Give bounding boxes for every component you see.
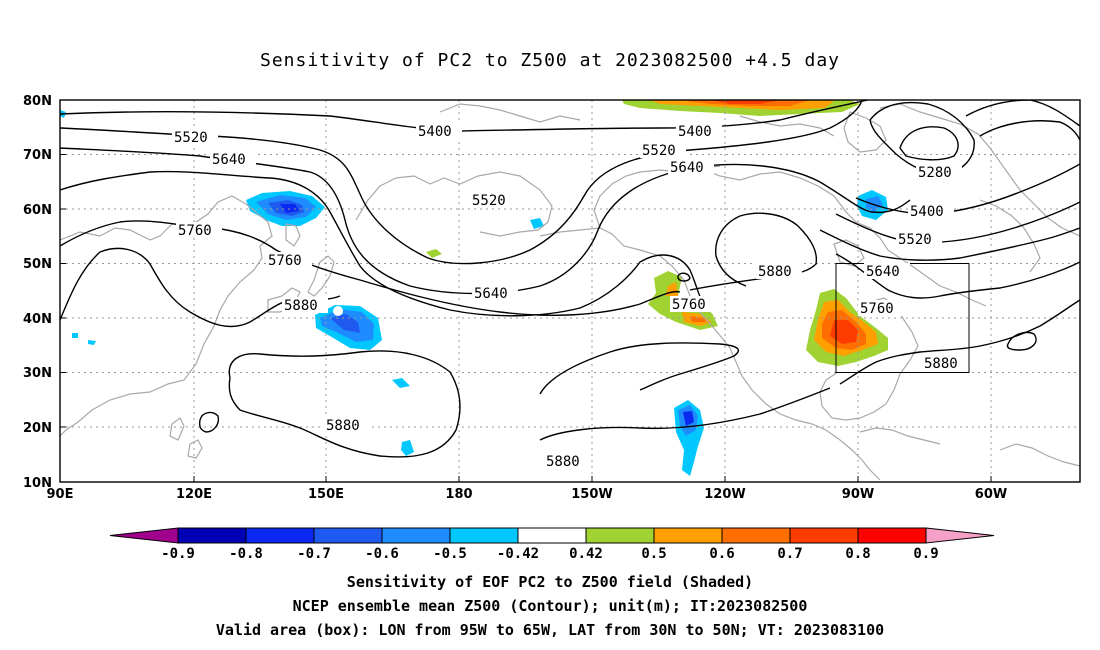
colorbar — [109, 527, 995, 544]
contour-5280 — [869, 101, 975, 175]
lat-label: 10N — [23, 476, 52, 491]
lat-label: 20N — [23, 421, 52, 436]
contour-label: 5640 — [670, 160, 704, 176]
figure-title: Sensitivity of PC2 to Z500 at 2023082500… — [259, 50, 840, 71]
colorbar-segment — [449, 527, 519, 544]
contour-5400-east — [855, 163, 1080, 215]
contour-label: 5760 — [178, 223, 212, 239]
contour-5520 — [60, 100, 863, 265]
contour-label: 5880 — [546, 454, 580, 470]
colorbar-segment — [857, 527, 927, 544]
contour-5880-main — [839, 299, 1080, 385]
colorbar-label: 0.42 — [569, 546, 603, 562]
lat-label: 70N — [23, 148, 52, 163]
colorbar-label: -0.5 — [433, 546, 467, 562]
colorbar-label: 0.6 — [709, 546, 734, 562]
contour-label: 5760 — [860, 301, 894, 317]
lon-label: 120W — [704, 487, 745, 502]
contour-label: 5280 — [918, 165, 952, 181]
contour-5880-south — [539, 387, 831, 441]
map-frame — [59, 99, 1081, 483]
contour-label: 5760 — [672, 297, 706, 313]
caption-line-3: Valid area (box): LON from 95W to 65W, L… — [215, 621, 885, 639]
colorbar-label: 0.7 — [777, 546, 802, 562]
colorbar-segment — [789, 527, 859, 544]
z500-contours — [60, 100, 1080, 458]
colorbar-label: -0.8 — [229, 546, 263, 562]
contour-5760-east — [835, 253, 1080, 299]
colorbar-under-triangle — [109, 527, 179, 544]
caption-line-1: Sensitivity of EOF PC2 to Z500 field (Sh… — [346, 573, 754, 591]
contour-label: 5520 — [174, 130, 208, 146]
colorbar-label: 0.5 — [641, 546, 666, 562]
lat-label: 80N — [23, 94, 52, 109]
colorbar-segment — [721, 527, 791, 544]
lon-label: 150W — [571, 487, 612, 502]
contour-5880-east — [539, 342, 740, 395]
contour-label: 5880 — [284, 298, 318, 314]
colorbar-segment — [177, 527, 247, 544]
colorbar-label: 0.9 — [913, 546, 938, 562]
colorbar-segment — [313, 527, 383, 544]
contour-5640 — [60, 147, 911, 295]
colorbar-segment — [517, 527, 587, 544]
contour-5400 — [60, 100, 869, 132]
colorbar-segment — [381, 527, 451, 544]
contour-label: 5880 — [326, 418, 360, 434]
lat-label: 40N — [23, 312, 52, 327]
colorbar-over-triangle — [925, 527, 995, 544]
lat-label: 30N — [23, 366, 52, 381]
contour-5880-sub — [228, 350, 461, 458]
colorbar-label: -0.42 — [497, 546, 539, 562]
lon-label: 60W — [975, 487, 1007, 502]
caption-line-2: NCEP ensemble mean Z500 (Contour); unit(… — [292, 597, 808, 615]
colorbar-segment — [245, 527, 315, 544]
axis-ticks — [59, 99, 992, 483]
contour-label: 5760 — [268, 253, 302, 269]
contour-label: 5400 — [418, 124, 452, 140]
colorbar-segment — [653, 527, 723, 544]
contour-label: 5880 — [758, 264, 792, 280]
lon-label: 120E — [176, 487, 212, 502]
contour-label: 5400 — [678, 124, 712, 140]
contour-label: 5520 — [642, 143, 676, 159]
contour-label: 5640 — [474, 286, 508, 302]
contour-label: 5640 — [866, 264, 900, 280]
colorbar-label: -0.9 — [161, 546, 195, 562]
latitude-labels: 80N 70N 60N 50N 40N 30N 20N 10N — [23, 94, 52, 491]
longitude-labels: 90E 120E 150E 180 150W 120W 90W 60W — [47, 487, 1008, 502]
colorbar-label: -0.7 — [297, 546, 331, 562]
colorbar-labels: -0.9 -0.8 -0.7 -0.6 -0.5 -0.42 0.42 0.5 … — [161, 546, 939, 562]
contour-labels: 5520 5640 5400 5400 5520 5640 5280 5520 … — [172, 123, 968, 470]
contour-label: 5520 — [472, 193, 506, 209]
lon-label: 150E — [308, 487, 344, 502]
lon-label: 90E — [47, 487, 74, 502]
contour-5640-east — [819, 227, 1080, 261]
contour-label: 5880 — [924, 356, 958, 372]
contour-5760-b — [60, 220, 681, 316]
lat-label: 50N — [23, 257, 52, 272]
lat-label: 60N — [23, 203, 52, 218]
lon-label: 180 — [445, 487, 472, 502]
lon-label: 90W — [842, 487, 874, 502]
colorbar-label: 0.8 — [845, 546, 870, 562]
contour-label: 5640 — [212, 152, 246, 168]
colorbar-label: -0.6 — [365, 546, 399, 562]
contour-5760-west — [60, 170, 711, 317]
colorbar-segment — [585, 527, 655, 544]
contour-label: 5400 — [910, 204, 944, 220]
contour-label: 5520 — [898, 232, 932, 248]
contour-5520-east — [835, 201, 1080, 244]
